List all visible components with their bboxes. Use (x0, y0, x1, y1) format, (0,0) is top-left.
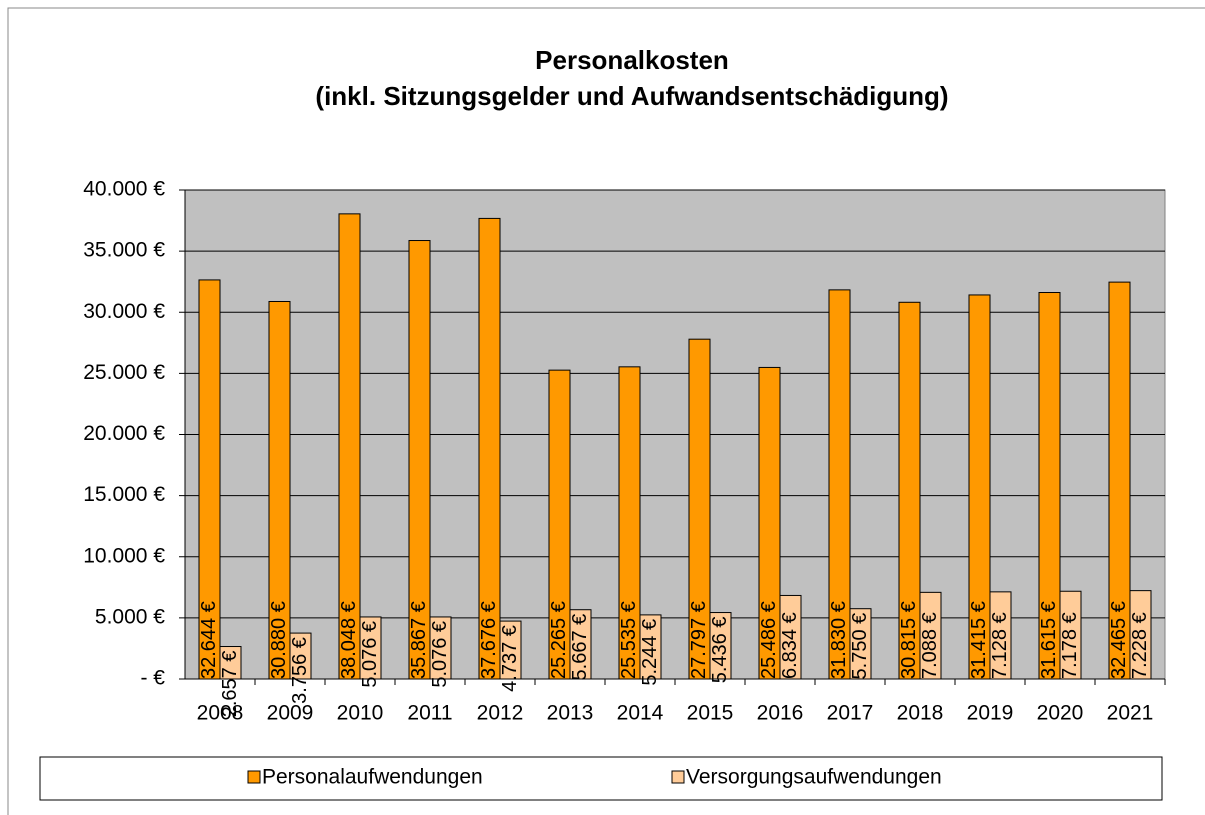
bar (478, 217, 501, 680)
y-tick-label: 25.000 € (83, 361, 165, 384)
data-label: 31.830 € (828, 601, 850, 679)
y-tick-label: - € (140, 667, 165, 690)
bar (989, 591, 1012, 680)
bar (569, 609, 592, 680)
y-tick-label: 40.000 € (83, 178, 165, 201)
bar (709, 612, 732, 680)
data-label: 27.797 € (688, 601, 710, 679)
bar (618, 366, 641, 680)
x-tick-label: 2017 (827, 702, 874, 725)
data-label: 35.867 € (408, 601, 430, 679)
x-tick-label: 2008 (197, 702, 244, 725)
bar (268, 300, 291, 680)
x-tick-label: 2019 (967, 702, 1014, 725)
data-label: 7.228 € (1129, 612, 1151, 679)
bar (849, 608, 872, 680)
bar (548, 369, 571, 680)
y-tick-label: 35.000 € (83, 239, 165, 262)
chart-title: Personalkosten (535, 45, 729, 75)
x-tick-label: 2016 (757, 702, 804, 725)
data-label: 5.076 € (429, 621, 451, 688)
data-label: 30.815 € (898, 601, 920, 679)
bar (219, 646, 242, 680)
data-label: 25.486 € (758, 601, 780, 679)
data-label: 7.178 € (1059, 612, 1081, 679)
data-label: 37.676 € (478, 601, 500, 679)
bar (898, 301, 921, 680)
x-tick-label: 2013 (547, 702, 594, 725)
bar (779, 594, 802, 680)
data-label: 5.750 € (849, 613, 871, 680)
x-tick-label: 2014 (617, 702, 664, 725)
bar (499, 620, 522, 680)
y-tick-label: 20.000 € (83, 422, 165, 445)
legend-label: Versorgungsaufwendungen (686, 766, 942, 789)
data-label: 7.128 € (989, 612, 1011, 679)
data-label: 4.737 € (499, 625, 521, 692)
y-tick-label: 30.000 € (83, 300, 165, 323)
data-label: 7.088 € (919, 612, 941, 679)
bar (828, 289, 851, 680)
bar (688, 338, 711, 680)
data-label: 5.667 € (569, 614, 591, 681)
bar (338, 213, 361, 680)
bar (639, 614, 662, 680)
bar (758, 366, 781, 680)
bar (1038, 292, 1061, 680)
data-label: 5.244 € (639, 619, 661, 686)
bar (1059, 590, 1082, 680)
bar (1129, 590, 1152, 680)
x-tick-label: 2015 (687, 702, 734, 725)
chart-frame (7, 7, 1205, 815)
x-tick-label: 2021 (1107, 702, 1154, 725)
data-label: 3.756 € (289, 637, 311, 704)
data-label: 25.265 € (548, 601, 570, 679)
x-tick-label: 2018 (897, 702, 944, 725)
data-label: 25.535 € (618, 601, 640, 679)
legend-label: Personalaufwendungen (262, 766, 483, 789)
chart-title: (inkl. Sitzungsgelder und Aufwandsentsch… (315, 81, 948, 111)
data-label: 5.436 € (709, 617, 731, 684)
bar (919, 591, 942, 680)
data-label: 6.834 € (779, 612, 801, 679)
bar (1108, 281, 1131, 680)
data-label: 30.880 € (268, 601, 290, 679)
bar (359, 616, 382, 680)
y-tick-label: 5.000 € (95, 605, 165, 628)
bar (968, 294, 991, 680)
data-label: 32.465 € (1108, 601, 1130, 679)
x-tick-label: 2011 (407, 702, 452, 725)
bar (198, 279, 221, 680)
x-tick-label: 2020 (1037, 702, 1084, 725)
legend-box (39, 756, 1163, 801)
data-label: 2.657 € (219, 651, 241, 718)
y-tick-label: 15.000 € (83, 483, 165, 506)
data-label: 38.048 € (338, 601, 360, 679)
legend-swatch (247, 770, 261, 784)
x-tick-label: 2010 (337, 702, 384, 725)
data-label: 32.644 € (198, 601, 220, 679)
data-label: 31.615 € (1038, 601, 1060, 679)
bar (429, 616, 452, 680)
legend-swatch (671, 770, 685, 784)
data-label: 5.076 € (359, 621, 381, 688)
data-label: 31.415 € (968, 601, 990, 679)
x-tick-label: 2012 (477, 702, 524, 725)
bar (289, 632, 312, 680)
bar (408, 240, 431, 680)
x-tick-label: 2009 (267, 702, 314, 725)
y-tick-label: 10.000 € (83, 544, 165, 567)
